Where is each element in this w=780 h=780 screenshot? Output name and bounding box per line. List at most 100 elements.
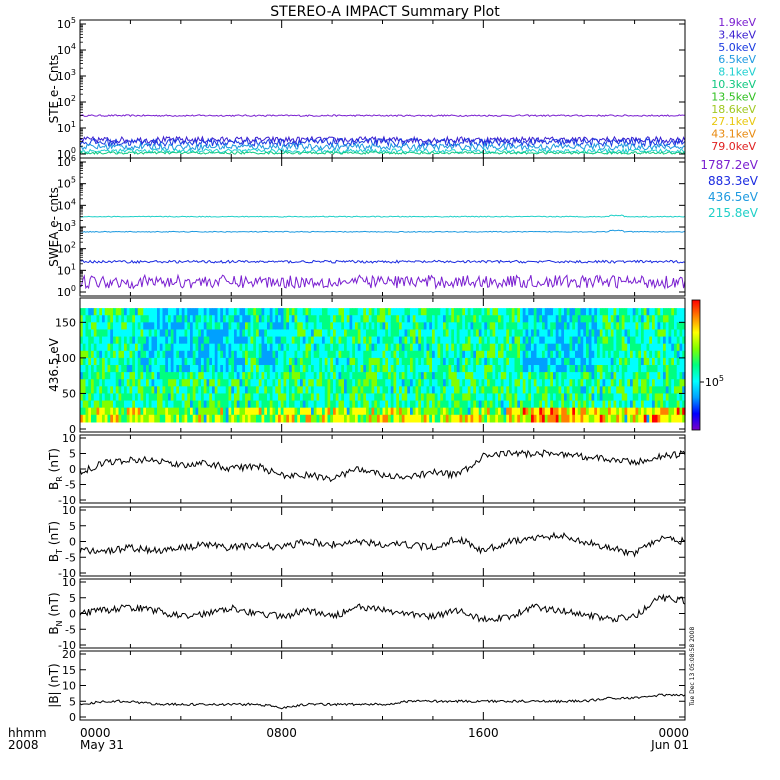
heatmap-cell xyxy=(333,315,337,323)
heatmap-cell xyxy=(209,372,213,380)
heatmap-cell xyxy=(641,322,645,331)
heatmap-cell xyxy=(404,350,408,359)
heatmap-cell xyxy=(602,414,606,423)
heatmap-cell xyxy=(643,372,648,380)
heatmap-cell xyxy=(104,407,109,416)
heatmap-cell xyxy=(451,350,455,359)
heatmap-cell xyxy=(410,343,414,352)
heatmap-cell xyxy=(181,329,186,338)
heatmap-cell xyxy=(121,308,125,316)
heatmap-cell xyxy=(300,393,304,402)
heatmap-cell xyxy=(245,414,249,423)
heatmap-cell xyxy=(597,336,601,345)
heatmap-cell xyxy=(682,336,686,345)
heatmap-cell xyxy=(635,407,639,416)
heatmap-cell xyxy=(275,357,279,366)
heatmap-cell xyxy=(492,357,496,366)
heatmap-cell xyxy=(341,372,345,380)
heatmap-cell xyxy=(104,308,109,316)
heatmap-cell xyxy=(228,329,232,338)
heatmap-cell xyxy=(212,350,216,359)
heatmap-cell xyxy=(418,372,422,380)
heatmap-cell xyxy=(531,400,535,409)
heatmap-cell xyxy=(443,407,447,416)
heatmap-cell xyxy=(275,343,279,352)
heatmap-cell xyxy=(223,350,227,359)
heatmap-cell xyxy=(368,336,373,345)
heatmap-cell xyxy=(566,372,571,380)
heatmap-cell xyxy=(374,322,378,331)
legend-group: 1.9keV3.4keV5.0keV6.5keV8.1keV10.3keV13.… xyxy=(700,16,758,220)
heatmap-cell xyxy=(198,308,202,316)
heatmap-cell xyxy=(401,372,406,380)
heatmap-cell xyxy=(423,308,428,316)
heatmap-cell xyxy=(621,386,626,395)
heatmap-cell xyxy=(646,350,650,359)
heatmap-cell xyxy=(539,407,543,416)
heatmap-cell xyxy=(146,329,150,338)
heatmap-cell xyxy=(217,350,221,359)
heatmap-cell xyxy=(597,407,601,416)
heatmap-cell xyxy=(396,343,400,352)
heatmap-cell xyxy=(613,322,617,331)
heatmap-cell xyxy=(506,336,510,345)
heatmap-cell xyxy=(481,414,485,423)
heatmap-cell xyxy=(357,322,362,331)
heatmap-cell xyxy=(572,350,576,359)
heatmap-cell xyxy=(528,322,532,331)
heatmap-cell xyxy=(553,393,557,402)
heatmap-cell xyxy=(506,400,510,409)
heatmap-cell xyxy=(569,350,573,359)
heatmap-cell xyxy=(377,315,381,323)
heatmap-cell xyxy=(346,322,351,331)
heatmap-cell xyxy=(558,407,562,416)
heatmap-cell xyxy=(635,379,639,387)
y-axis-label-bmag: |B| (nT) xyxy=(47,663,61,707)
heatmap-cell xyxy=(627,357,631,366)
heatmap-cell xyxy=(624,414,628,423)
heatmap-cell xyxy=(181,400,186,409)
heatmap-cell xyxy=(390,350,395,359)
heatmap-cell xyxy=(448,322,452,331)
heatmap-cell xyxy=(374,343,378,352)
heatmap-cell xyxy=(258,343,263,352)
heatmap-cell xyxy=(176,372,180,380)
heatmap-cell xyxy=(434,308,439,316)
heatmap-cell xyxy=(330,379,334,387)
heatmap-cell xyxy=(542,400,546,409)
heatmap-cell xyxy=(434,365,439,373)
heatmap-cell xyxy=(522,414,527,423)
heatmap-cell xyxy=(250,329,254,338)
heatmap-cell xyxy=(558,329,562,338)
heatmap-cell xyxy=(553,386,557,395)
heatmap-cell xyxy=(605,365,609,373)
heatmap-cell xyxy=(157,357,161,366)
heatmap-cell xyxy=(434,350,439,359)
heatmap-cell xyxy=(129,386,133,395)
heatmap-cell xyxy=(96,315,100,323)
heatmap-cell xyxy=(484,393,488,402)
heatmap-cell xyxy=(643,379,648,387)
heatmap-cell xyxy=(473,414,477,423)
heatmap-cell xyxy=(85,315,89,323)
heatmap-cell xyxy=(649,393,653,402)
heatmap-cell xyxy=(564,400,568,409)
heatmap-cell xyxy=(410,322,414,331)
heatmap-cell xyxy=(179,379,183,387)
heatmap-cell xyxy=(418,308,422,316)
heatmap-cell xyxy=(388,414,392,423)
y-axis-label-br: BR (nT) xyxy=(47,448,64,490)
heatmap-cell xyxy=(610,393,615,402)
heatmap-cell xyxy=(190,393,194,402)
heatmap-cell xyxy=(289,407,293,416)
heatmap-cell xyxy=(566,336,571,345)
heatmap-cell xyxy=(201,400,205,409)
heatmap-cell xyxy=(517,315,521,323)
heatmap-cell xyxy=(374,357,378,366)
heatmap-cell xyxy=(401,400,406,409)
heatmap-cell xyxy=(297,350,301,359)
heatmap-cell xyxy=(591,400,595,409)
heatmap-cell xyxy=(432,365,436,373)
heatmap-cell xyxy=(445,308,450,316)
heatmap-cell xyxy=(115,393,120,402)
